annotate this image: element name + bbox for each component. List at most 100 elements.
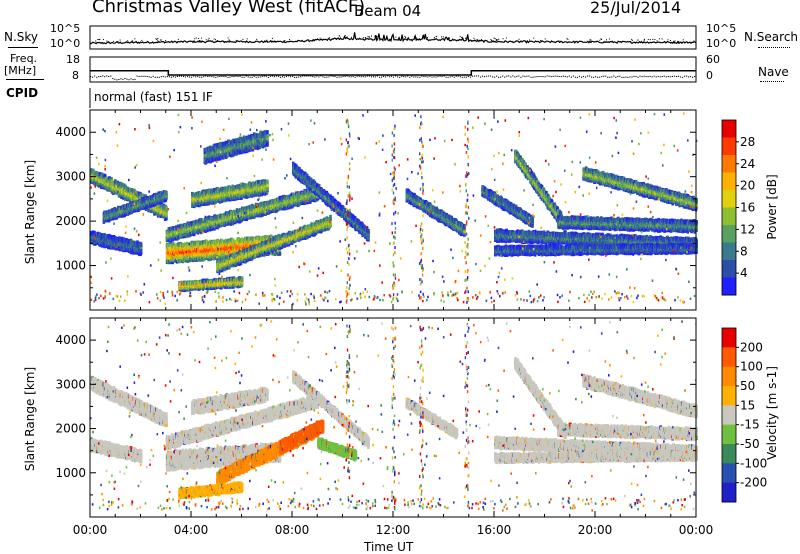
nave-point bbox=[231, 76, 232, 77]
nave-point bbox=[462, 77, 463, 78]
nsearch-point bbox=[155, 38, 156, 39]
nsearch-point bbox=[540, 40, 541, 41]
nave-point bbox=[143, 76, 144, 77]
nave-point bbox=[235, 76, 236, 77]
nsearch-point bbox=[320, 38, 321, 39]
nave-point bbox=[296, 77, 297, 78]
nave-point bbox=[383, 76, 384, 77]
nsearch-point bbox=[506, 38, 507, 39]
nsearch-point bbox=[678, 41, 679, 42]
nsearch-point bbox=[95, 41, 96, 42]
nave-point bbox=[330, 75, 331, 76]
nave-point bbox=[215, 77, 216, 78]
nave-point bbox=[262, 76, 263, 77]
nave-point bbox=[692, 77, 693, 78]
nave-point bbox=[120, 78, 121, 79]
nave-point bbox=[593, 77, 594, 78]
nsearch-point bbox=[160, 40, 161, 41]
nsearch-point bbox=[339, 35, 340, 36]
nave-point bbox=[179, 76, 180, 77]
nsearch-point bbox=[657, 40, 658, 41]
nave-point bbox=[490, 76, 491, 77]
nave-point bbox=[633, 76, 634, 77]
nave-point bbox=[134, 79, 135, 80]
nsearch-point bbox=[157, 40, 158, 41]
nave-point bbox=[163, 76, 164, 77]
nsearch-point bbox=[134, 38, 135, 39]
nave-point bbox=[367, 76, 368, 77]
nsearch-point bbox=[632, 40, 633, 41]
nsky-series bbox=[90, 32, 696, 43]
nsearch-point bbox=[650, 39, 651, 40]
nave-point bbox=[498, 77, 499, 78]
nsearch-point bbox=[609, 39, 610, 40]
nsearch-point bbox=[521, 40, 522, 41]
nsearch-point bbox=[498, 39, 499, 40]
nave-point bbox=[94, 76, 95, 77]
nave-point bbox=[456, 76, 457, 77]
nave-point bbox=[300, 76, 301, 77]
nave-point bbox=[288, 76, 289, 77]
nave-point bbox=[339, 77, 340, 78]
nave-point bbox=[124, 78, 125, 79]
nsearch-point bbox=[590, 40, 591, 41]
nsearch-point bbox=[136, 41, 137, 42]
nave-point bbox=[122, 79, 123, 80]
nave-point bbox=[157, 77, 158, 78]
nave-point bbox=[280, 77, 281, 78]
nave-point bbox=[155, 77, 156, 78]
nave-point bbox=[177, 76, 178, 77]
nave-point bbox=[478, 76, 479, 77]
nsearch-point bbox=[215, 39, 216, 40]
nsearch-point bbox=[503, 38, 504, 39]
nsearch-point bbox=[106, 41, 107, 42]
nsearch-point bbox=[644, 39, 645, 40]
nave-point bbox=[450, 76, 451, 77]
nsearch-point bbox=[659, 38, 660, 39]
nave-point bbox=[254, 76, 255, 77]
nave-point bbox=[175, 77, 176, 78]
nave-point bbox=[118, 79, 119, 80]
nave-point bbox=[169, 76, 170, 77]
nave-point bbox=[137, 76, 138, 77]
nave-point bbox=[670, 76, 671, 77]
nave-point bbox=[583, 76, 584, 77]
nave-point bbox=[278, 76, 279, 77]
nave-point bbox=[185, 77, 186, 78]
nsearch-point bbox=[652, 39, 653, 40]
nave-point bbox=[528, 76, 529, 77]
nave-point bbox=[92, 77, 93, 78]
nave-point bbox=[369, 76, 370, 77]
nave-point bbox=[442, 76, 443, 77]
nave-point bbox=[474, 76, 475, 77]
nave-point bbox=[506, 76, 507, 77]
nave-point bbox=[284, 77, 285, 78]
nave-point bbox=[108, 76, 109, 77]
nave-point bbox=[256, 77, 257, 78]
nave-point bbox=[437, 76, 438, 77]
nsearch-point bbox=[165, 40, 166, 41]
nsearch-point bbox=[199, 40, 200, 41]
nave-point bbox=[694, 76, 695, 77]
nsearch-point bbox=[208, 39, 209, 40]
nave-point bbox=[607, 77, 608, 78]
nave-point bbox=[377, 76, 378, 77]
nave-point bbox=[480, 77, 481, 78]
nsearch-point bbox=[113, 41, 114, 42]
nave-point bbox=[219, 76, 220, 77]
nave-point bbox=[314, 77, 315, 78]
nsearch-point bbox=[414, 36, 415, 37]
nave-point bbox=[205, 76, 206, 77]
nave-point bbox=[585, 77, 586, 78]
nave-point bbox=[145, 76, 146, 77]
nave-point bbox=[629, 77, 630, 78]
nave-point bbox=[510, 76, 511, 77]
nsearch-point bbox=[670, 40, 671, 41]
nave-point bbox=[672, 76, 673, 77]
nsearch-point bbox=[654, 39, 655, 40]
nave-point bbox=[589, 76, 590, 77]
nave-point bbox=[637, 77, 638, 78]
nave-point bbox=[429, 76, 430, 77]
nave-point bbox=[431, 77, 432, 78]
nave-point bbox=[486, 76, 487, 77]
